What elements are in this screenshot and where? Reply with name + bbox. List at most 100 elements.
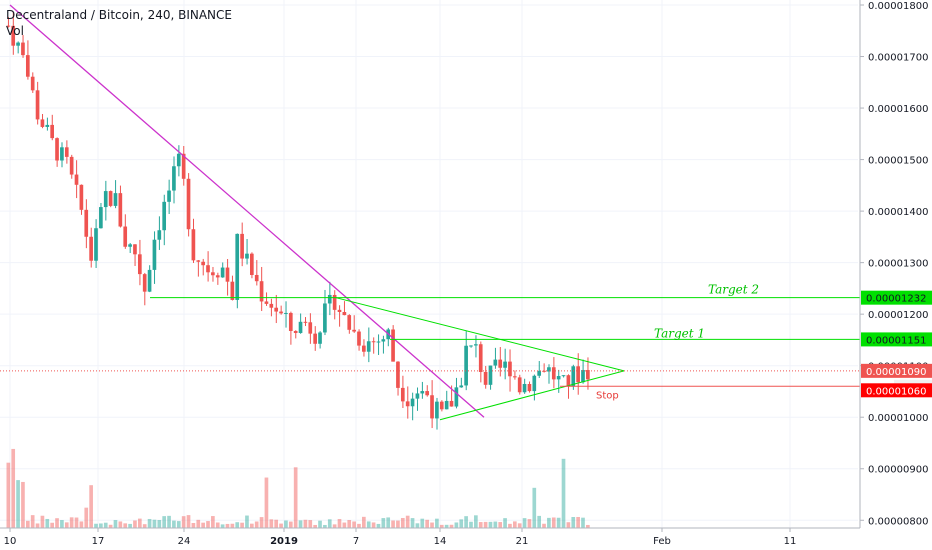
price-axis[interactable]: 0.00001800 0.00001700 0.00001600 0.00001500…	[859, 0, 932, 550]
volume-bar	[313, 524, 317, 528]
volume-bar	[40, 515, 45, 528]
candle-body	[240, 233, 244, 259]
volume-bar	[245, 515, 249, 528]
candle-body	[269, 303, 274, 308]
candle-body	[571, 366, 576, 387]
candle-body	[162, 201, 167, 231]
candle-body	[551, 367, 556, 380]
stop-price-tag: 0.00001060	[866, 386, 926, 397]
volume-bar	[55, 518, 59, 528]
volume-bar	[259, 517, 264, 528]
volume-bar	[493, 521, 498, 528]
candle-body	[288, 312, 293, 331]
volume-bar	[264, 477, 269, 528]
volume-bar	[566, 522, 571, 528]
symbol-title[interactable]: Decentraland / Bitcoin, 240, BINANCE	[6, 8, 232, 22]
volume-bar	[254, 521, 259, 528]
candle-body	[186, 178, 191, 230]
price-tick-label: 0.00001000	[868, 413, 928, 424]
candle-body	[172, 166, 176, 191]
volume-bar	[201, 522, 205, 528]
candle-body	[108, 191, 113, 206]
candle-body	[556, 376, 561, 380]
candle-body	[323, 303, 327, 333]
candle-body	[362, 345, 366, 352]
stop-label: Stop	[596, 390, 619, 401]
target-2-price-tag-bg	[861, 290, 932, 305]
price-axis-bg	[860, 0, 932, 550]
candle-body	[45, 124, 50, 127]
volume-bar	[206, 521, 210, 528]
volume-bar	[133, 520, 137, 528]
volume-bar	[191, 522, 196, 528]
volume-bar	[45, 518, 50, 528]
volume-bar	[74, 517, 79, 528]
volume-bar	[503, 518, 507, 528]
price-tick-label: 0.00001500	[868, 156, 928, 167]
volume-bar	[474, 515, 478, 528]
candle-body	[332, 294, 337, 310]
volume-bar	[420, 518, 425, 528]
candle-body	[167, 190, 171, 202]
volume-bar	[118, 521, 123, 528]
candle-body	[532, 375, 537, 392]
volume-bar	[60, 520, 64, 528]
candle-body	[391, 329, 395, 362]
volume-bar	[308, 520, 313, 528]
volume-bar	[50, 522, 54, 528]
volume-bar	[225, 523, 230, 528]
candle-body	[250, 253, 254, 275]
volume-bar	[483, 521, 488, 528]
candle-body	[498, 359, 503, 368]
volume-bar	[89, 485, 93, 528]
volume-bar	[6, 462, 11, 528]
candle-body	[464, 345, 468, 386]
drawings[interactable]: Target 2 Target 1 Stop	[0, 4, 860, 421]
candle-body	[527, 383, 532, 392]
candle-body	[381, 339, 386, 342]
candle-body	[366, 341, 371, 352]
candle-body	[157, 230, 162, 240]
target-2-label: Target 2	[708, 283, 759, 297]
candle-body	[50, 124, 54, 139]
chart-grid	[0, 0, 858, 528]
volume-bar	[556, 517, 561, 528]
candle-body	[11, 25, 16, 46]
volume-bar	[235, 522, 240, 528]
volume-bar	[137, 518, 142, 528]
candle-body	[259, 281, 264, 302]
volume-bar	[79, 521, 84, 528]
volume-bar	[464, 516, 468, 528]
volume-bar	[342, 522, 347, 528]
volume-bar	[94, 523, 98, 528]
candle-body	[94, 228, 98, 261]
time-axis[interactable]: 10 17 24 2019 7 14 21 Feb 11	[0, 527, 860, 550]
volume-bar	[498, 522, 503, 528]
candle-body	[25, 55, 30, 77]
candle-body	[220, 267, 225, 278]
candle-body	[40, 119, 45, 127]
target-1-price-tag: 0.00001151	[866, 335, 926, 346]
current-price-tag: 0.00001090	[866, 367, 926, 378]
time-tick-label: 24	[178, 536, 191, 547]
candle-body	[581, 370, 585, 383]
time-tick-label: 7	[353, 536, 359, 547]
volume-indicator-label[interactable]: Vol	[6, 24, 24, 38]
volume-bars	[6, 448, 590, 528]
volume-bar	[230, 523, 235, 528]
volume-bar	[293, 467, 298, 528]
volume-bar	[391, 520, 395, 528]
volume-bar	[527, 519, 532, 528]
candle-body	[537, 370, 541, 376]
candle-body	[6, 25, 11, 27]
candle-body	[449, 400, 454, 407]
time-tick-label: 2019	[270, 536, 298, 547]
volume-bar	[108, 524, 113, 528]
volume-bar	[21, 481, 25, 528]
candle-body	[191, 229, 196, 261]
candle-body	[469, 345, 473, 347]
volume-bar	[551, 517, 556, 528]
candle-body	[493, 359, 498, 366]
volume-bar	[542, 523, 546, 528]
